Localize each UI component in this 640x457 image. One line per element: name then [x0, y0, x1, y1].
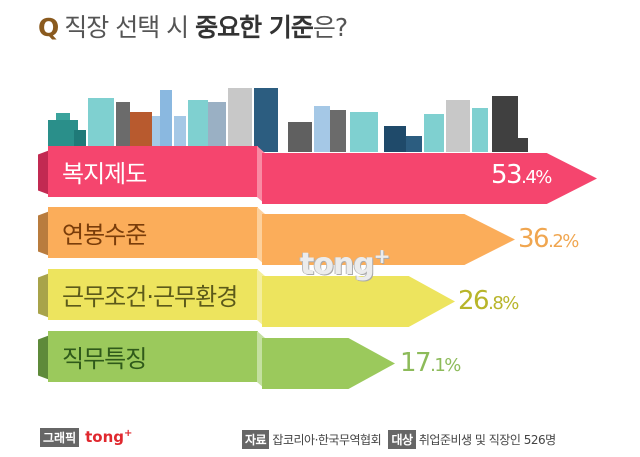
bar-fold: [38, 211, 50, 256]
title-tail: 은?: [312, 13, 348, 42]
value-label: 36.2%: [518, 224, 579, 254]
title-bold: 중요한 기준: [195, 13, 314, 42]
bar-fold: [38, 335, 50, 380]
value-bar: [262, 338, 395, 389]
bar-fold: [38, 273, 50, 318]
value-label: 53.4%: [491, 160, 552, 190]
bar-row-welfare: 복지제도 53.4%: [0, 146, 640, 206]
bar-step: [257, 146, 265, 204]
category-label: 직무특징: [62, 345, 147, 373]
value-bar: [262, 153, 597, 204]
source-tag: 자료: [242, 430, 270, 449]
value-bar: [262, 214, 515, 265]
brand-logo: tong+: [85, 428, 133, 446]
source-info: 자료 잡코리아·한국무역협회 대상 취업준비생 및 직장인 526명: [242, 430, 556, 449]
page-title: Q 직장 선택 시 중요한 기준은?: [38, 8, 348, 44]
watermark-logo: tong+: [300, 244, 391, 282]
bar-step: [257, 331, 265, 389]
bar-step: [257, 269, 265, 327]
bar-row-conditions: 근무조건·근무환경 26.8%: [0, 269, 640, 329]
category-label: 복지제도: [62, 160, 147, 188]
bar-label-block: 직무특징: [48, 331, 258, 382]
source-text: 잡코리아·한국무역협회: [272, 433, 382, 447]
bar-label-block: 근무조건·근무환경: [48, 269, 258, 320]
bar-label-block: 연봉수준: [48, 207, 258, 258]
cityscape-illustration: [48, 88, 528, 152]
target-text: 취업준비생 및 직장인 526명: [418, 433, 556, 447]
q-mark: Q: [38, 13, 59, 42]
graphic-tag: 그래픽: [40, 428, 80, 447]
bar-step: [257, 207, 265, 265]
category-label: 근무조건·근무환경: [62, 283, 238, 311]
bar-row-salary: 연봉수준 36.2%: [0, 207, 640, 267]
value-label: 26.8%: [458, 286, 519, 316]
target-tag: 대상: [388, 430, 416, 449]
bar-row-job-features: 직무특징 17.1%: [0, 331, 640, 391]
footer: 그래픽 tong+ 자료 잡코리아·한국무역협회 대상 취업준비생 및 직장인 5…: [0, 428, 640, 449]
bar-label-block: 복지제도: [48, 146, 258, 197]
value-label: 17.1%: [400, 348, 461, 378]
title-light: 직장 선택 시: [64, 13, 189, 42]
credit: 그래픽 tong+: [40, 428, 132, 447]
category-label: 연봉수준: [62, 221, 147, 249]
value-bar: [262, 276, 455, 327]
bar-fold: [38, 150, 50, 195]
